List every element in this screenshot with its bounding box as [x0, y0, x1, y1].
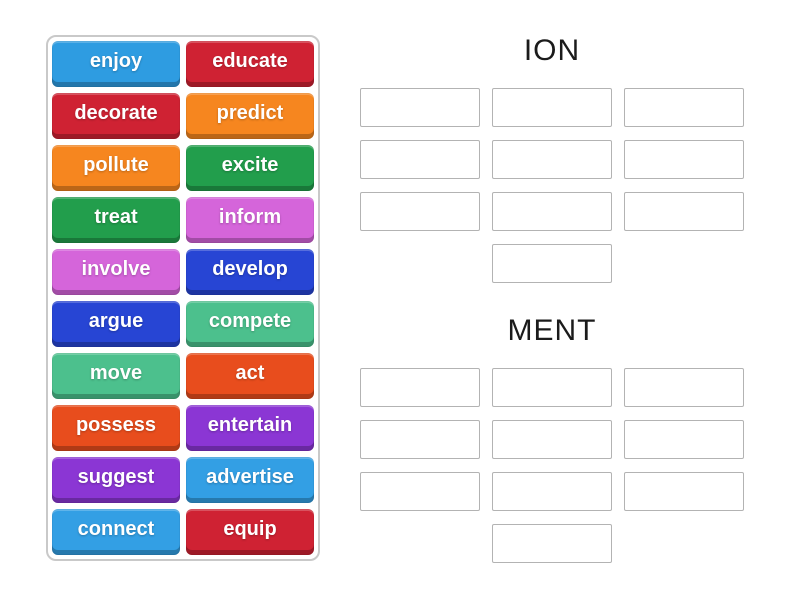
answer-slot[interactable]: [624, 88, 744, 127]
word-tile[interactable]: equip: [186, 509, 314, 555]
answer-slot[interactable]: [624, 472, 744, 511]
word-tile[interactable]: educate: [186, 41, 314, 87]
answer-slot[interactable]: [492, 524, 612, 563]
word-tile[interactable]: treat: [52, 197, 180, 243]
group-title-ment: MENT: [507, 314, 597, 347]
word-tile[interactable]: pollute: [52, 145, 180, 191]
answer-slot[interactable]: [492, 192, 612, 231]
word-tile[interactable]: decorate: [52, 93, 180, 139]
slot-grid-ion: [360, 88, 744, 283]
word-tile[interactable]: predict: [186, 93, 314, 139]
answer-slot[interactable]: [492, 88, 612, 127]
answer-slot[interactable]: [492, 368, 612, 407]
answer-slot[interactable]: [624, 368, 744, 407]
word-tile[interactable]: develop: [186, 249, 314, 295]
answer-slot[interactable]: [360, 140, 480, 179]
answer-slot[interactable]: [624, 192, 744, 231]
answer-slot[interactable]: [492, 472, 612, 511]
group-title-ion: ION: [523, 34, 581, 67]
word-tile[interactable]: enjoy: [52, 41, 180, 87]
word-tile[interactable]: inform: [186, 197, 314, 243]
answer-slot[interactable]: [624, 420, 744, 459]
answer-slot[interactable]: [492, 244, 612, 283]
word-bank: enjoy educate decorate predict pollute excite…: [46, 35, 320, 561]
answer-slot[interactable]: [360, 88, 480, 127]
answer-slot[interactable]: [360, 192, 480, 231]
word-tile[interactable]: excite: [186, 145, 314, 191]
word-tile[interactable]: advertise: [186, 457, 314, 503]
answer-slot[interactable]: [360, 472, 480, 511]
answer-slot[interactable]: [492, 420, 612, 459]
word-tile[interactable]: involve: [52, 249, 180, 295]
word-tile[interactable]: entertain: [186, 405, 314, 451]
answer-slot[interactable]: [492, 140, 612, 179]
word-tile[interactable]: act: [186, 353, 314, 399]
slot-grid-ment: [360, 368, 744, 563]
word-tile[interactable]: move: [52, 353, 180, 399]
word-tile[interactable]: argue: [52, 301, 180, 347]
answer-slot[interactable]: [360, 368, 480, 407]
answer-slot[interactable]: [624, 140, 744, 179]
word-tile[interactable]: connect: [52, 509, 180, 555]
word-tile[interactable]: suggest: [52, 457, 180, 503]
word-tile[interactable]: possess: [52, 405, 180, 451]
answer-slot[interactable]: [360, 420, 480, 459]
word-tile[interactable]: compete: [186, 301, 314, 347]
